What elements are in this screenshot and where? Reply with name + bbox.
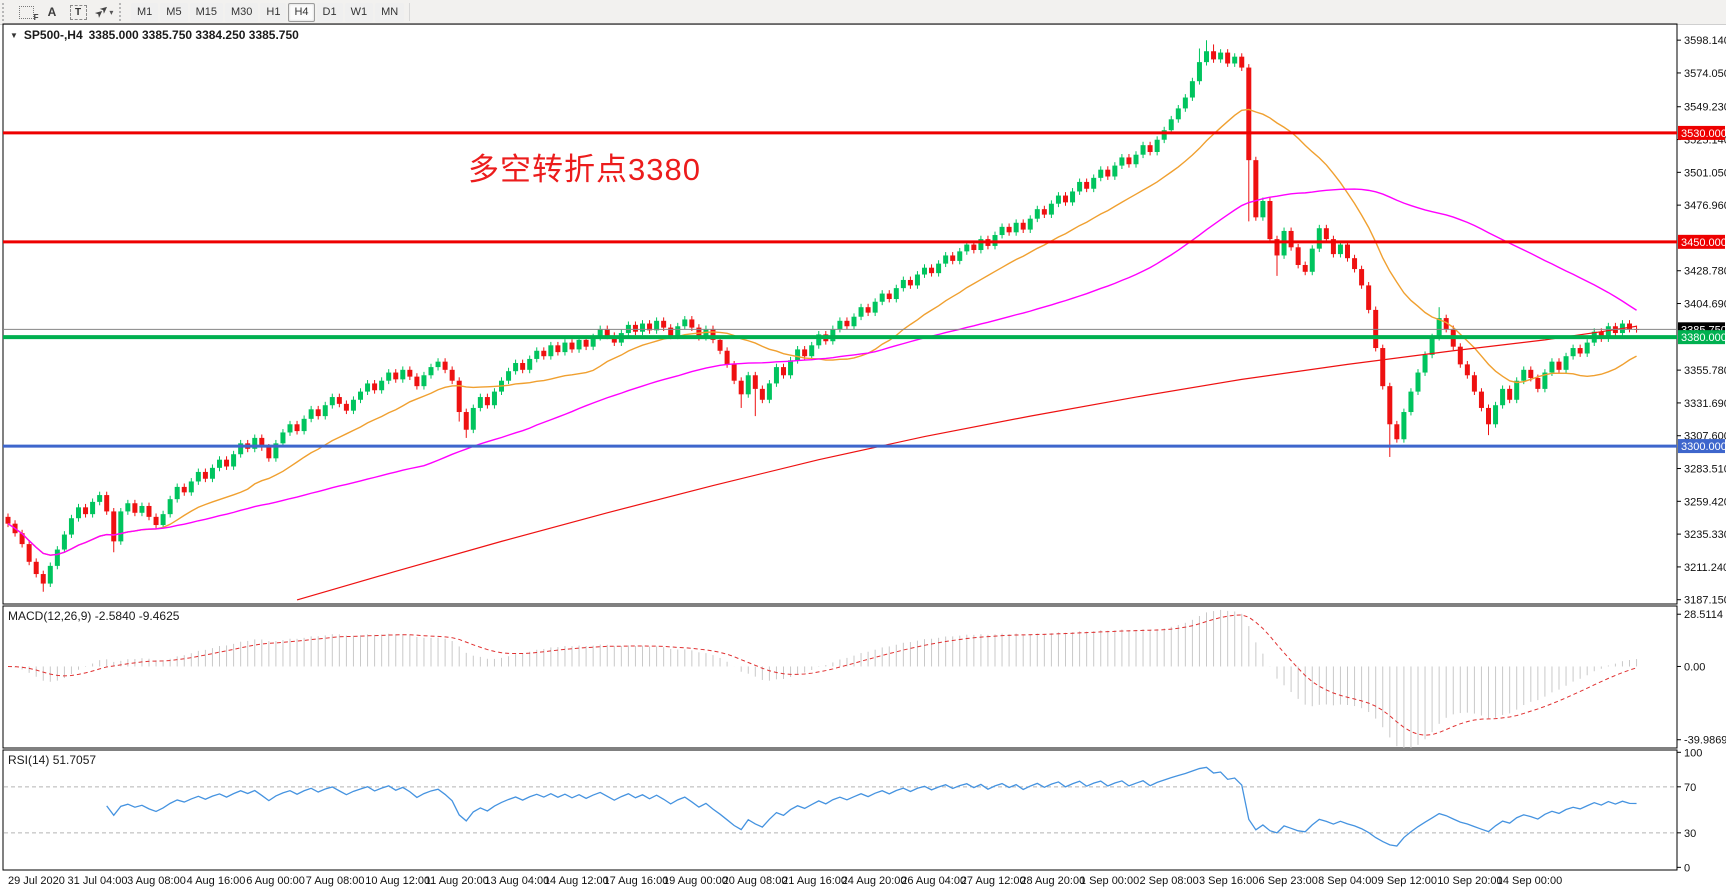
text-label-icon[interactable]: A: [47, 5, 57, 19]
time-axis-label: 4 Aug 16:00: [187, 875, 246, 887]
price-level-label-text: 3380.000: [1681, 332, 1726, 344]
toolbar-separator: [409, 3, 411, 21]
time-axis-label: 31 Jul 04:00: [68, 875, 128, 887]
time-axis-label: 14 Sep 00:00: [1497, 875, 1562, 887]
timeframe-button-d1[interactable]: D1: [316, 2, 343, 22]
macd-tick-label: 0.00: [1684, 661, 1705, 673]
price-tick-label: 3476.960: [1684, 200, 1726, 212]
time-axis-label: 19 Aug 00:00: [663, 875, 728, 887]
timeframe-button-h4[interactable]: H4: [288, 2, 315, 22]
price-tick-label: 3549.230: [1684, 102, 1726, 114]
macd-signal-line: [7, 614, 1637, 736]
rsi-indicator-label: RSI(14) 51.7057: [8, 753, 96, 767]
price-tick-label: 3283.510: [1684, 464, 1726, 476]
arrow-objects-icon[interactable]: ➤➤ ▾: [92, 3, 114, 21]
time-axis-label: 6 Aug 00:00: [246, 875, 305, 887]
rsi-line: [106, 766, 1637, 847]
price-tick-label: 3331.690: [1684, 398, 1726, 410]
time-axis-label: 3 Sep 16:00: [1199, 875, 1258, 887]
time-axis-label: 29 Jul 2020: [8, 875, 65, 887]
timeframe-button-mn[interactable]: MN: [375, 2, 405, 22]
time-axis-label: 2 Sep 08:00: [1139, 875, 1198, 887]
timeframe-button-m5[interactable]: M5: [160, 2, 188, 22]
text-box-icon[interactable]: T: [65, 1, 91, 23]
fast-ma-line: [7, 108, 1637, 556]
price-tick-label: 3598.140: [1684, 35, 1726, 47]
chart-selector-icon[interactable]: ▼: [10, 30, 18, 40]
price-tick-label: 3404.690: [1684, 299, 1726, 311]
time-axis-label: 10 Sep 20:00: [1437, 875, 1502, 887]
time-axis-label: 8 Sep 04:00: [1318, 875, 1377, 887]
chart-annotation-text: 多空转折点3380: [468, 152, 701, 187]
slow-ma-line: [296, 325, 1637, 601]
time-axis-label: 1 Sep 00:00: [1080, 875, 1139, 887]
price-level-label-text: 3530.000: [1681, 128, 1726, 140]
time-axis-label: 6 Sep 23:00: [1259, 875, 1318, 887]
timeframe-button-m15[interactable]: M15: [189, 2, 223, 22]
price-level-label-text: 3450.000: [1681, 237, 1726, 249]
symbol-label: SP500-,H4: [23, 28, 83, 42]
medium-ma-line: [7, 188, 1637, 556]
time-axis-label: 27 Aug 12:00: [961, 875, 1026, 887]
price-tick-label: 3355.780: [1684, 365, 1726, 377]
time-axis-label: 11 Aug 20:00: [425, 875, 489, 887]
rsi-tick-label: 0: [1684, 862, 1690, 874]
macd-plot-frame[interactable]: [2, 605, 1678, 749]
macd-values: -2.5840 -9.4625: [94, 609, 180, 623]
chart-grid-icon[interactable]: F: [13, 1, 39, 23]
chart-title-bar: ▼ SP500-,H4 3385.000 3385.750 3384.250 3…: [10, 28, 299, 42]
price-level-label: [1678, 330, 1725, 345]
macd-indicator-label: MACD(12,26,9) -2.5840 -9.4625: [8, 609, 179, 623]
price-level-label: [1678, 234, 1725, 249]
price-tick-label: 3574.050: [1684, 68, 1726, 80]
price-tick-label: 3211.240: [1684, 562, 1726, 574]
price-level-label: [1678, 439, 1725, 454]
main-plot-frame[interactable]: [2, 23, 1678, 605]
time-axis-label: 7 Aug 08:00: [306, 875, 365, 887]
toolbar-drag-handle[interactable]: [2, 3, 9, 21]
time-axis-label: 24 Aug 20:00: [842, 875, 907, 887]
timeframe-button-w1[interactable]: W1: [344, 2, 374, 22]
time-axis-label: 26 Aug 04:00: [901, 875, 966, 887]
price-tick-label: 3428.780: [1684, 266, 1726, 278]
time-axis-label: 10 Aug 12:00: [365, 875, 430, 887]
timeframe-button-m30[interactable]: M30: [224, 2, 259, 22]
toolbar-drag-handle[interactable]: [119, 3, 126, 21]
timeframe-button-m1[interactable]: M1: [131, 2, 159, 22]
rsi-tick-label: 30: [1684, 828, 1696, 840]
price-tick-label: 3501.050: [1684, 167, 1726, 179]
rsi-tick-label: 70: [1684, 782, 1696, 794]
macd-tick-label: -39.9869: [1684, 735, 1726, 747]
time-axis-label: 9 Sep 12:00: [1378, 875, 1437, 887]
macd-tick-label: 28.5114: [1684, 609, 1723, 621]
time-axis-label: 13 Aug 04:00: [484, 875, 549, 887]
price-level-label: [1678, 125, 1725, 140]
timeframe-button-h1[interactable]: H1: [260, 2, 287, 22]
time-axis-label: 3 Aug 08:00: [127, 875, 186, 887]
macd-histogram: [14, 609, 1638, 748]
price-tick-label: 3187.150: [1684, 595, 1726, 607]
candlestick-series: [5, 40, 1640, 592]
macd-name: MACD(12,26,9): [8, 609, 92, 623]
price-tick-label: 3259.420: [1684, 496, 1726, 508]
price-level-label-text: 3300.000: [1681, 441, 1726, 453]
time-axis-label: 28 Aug 20:00: [1020, 875, 1085, 887]
rsi-value: 51.7057: [52, 753, 97, 767]
rsi-plot-frame[interactable]: [2, 749, 1678, 871]
time-axis-label: 17 Aug 16:00: [604, 875, 669, 887]
rsi-tick-label: 100: [1684, 747, 1702, 759]
time-axis-label: 20 Aug 08:00: [723, 875, 788, 887]
ohlc-values: 3385.000 3385.750 3384.250 3385.750: [88, 28, 299, 42]
time-axis-label: 21 Aug 16:00: [782, 875, 847, 887]
rsi-name: RSI(14): [8, 753, 50, 767]
time-axis-label: 14 Aug 12:00: [544, 875, 609, 887]
price-tick-label: 3235.330: [1684, 529, 1726, 541]
dropdown-caret-icon[interactable]: ▾: [109, 7, 114, 17]
